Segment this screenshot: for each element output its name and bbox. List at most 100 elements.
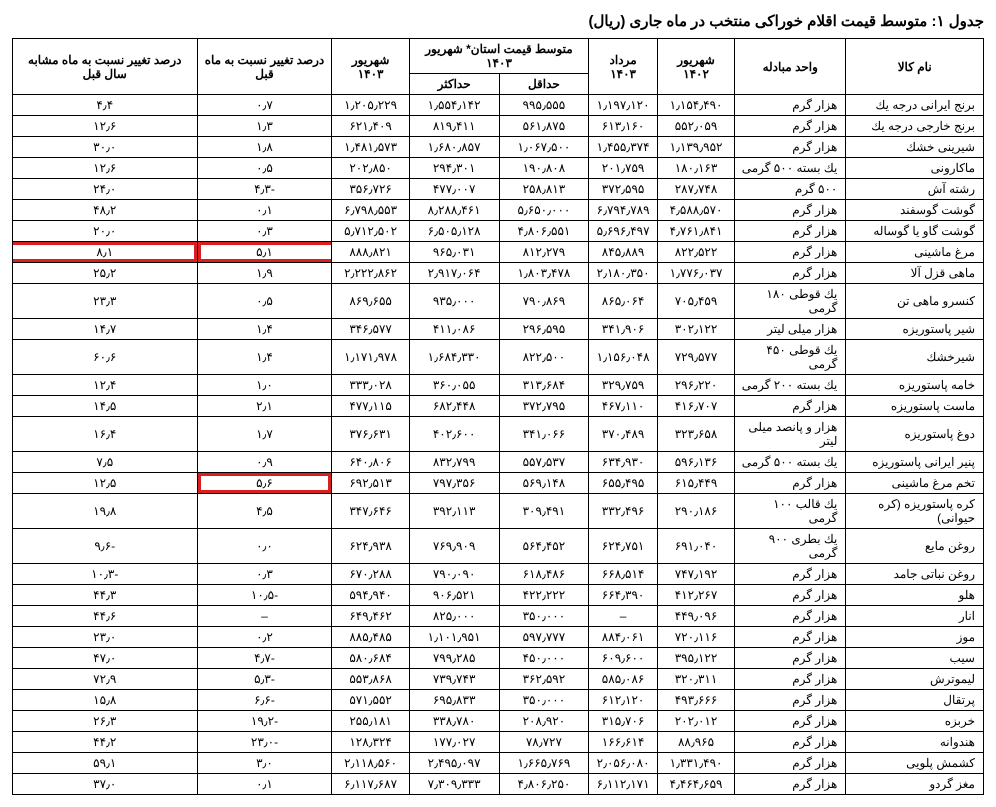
- cell: گوشت گوسفند: [846, 200, 984, 221]
- cell: ۶۶۸٫۵۱۴: [589, 564, 658, 585]
- cell: –: [197, 606, 332, 627]
- cell: ۱٫۱۳۹٫۹۵۲: [657, 137, 734, 158]
- cell: ۸۸۸٫۸۲۱: [332, 242, 409, 263]
- table-row: شيرخشكيك قوطى ۴۵۰ گرمى۷۲۹٫۵۷۷۱٫۱۵۶٫۰۴۸۸۲…: [13, 340, 984, 375]
- cell: ۵٫۶۹۶٫۴۹۷: [589, 221, 658, 242]
- cell: ۴۲۲٫۲۲۲: [499, 585, 589, 606]
- cell: ۶۲۱٫۴۰۹: [332, 116, 409, 137]
- cell: هزار گرم: [735, 116, 846, 137]
- table-row: كنسرو ماهى تنيك قوطى ۱۸۰ گرمى۷۰۵٫۴۵۹۸۶۵٫…: [13, 284, 984, 319]
- col-max: حداکثر: [409, 74, 499, 95]
- cell: ۱٫۴۵۵٫۳۷۴: [589, 137, 658, 158]
- cell: ۴۶۷٫۱۱۰: [589, 396, 658, 417]
- cell: هزار گرم: [735, 564, 846, 585]
- cell: ۵۵۳٫۸۶۸: [332, 669, 409, 690]
- cell: ۳۷٫۰: [13, 774, 198, 795]
- cell: ۴٫۸۰۶٫۲۵۰: [499, 774, 589, 795]
- cell: ۵٫۷۱۲٫۵۰۲: [332, 221, 409, 242]
- cell: ۷۹۷٫۳۵۶: [409, 473, 499, 494]
- cell: ۷۸٫۷۲۷: [499, 732, 589, 753]
- cell: ۳۰۹٫۴۹۱: [499, 494, 589, 529]
- cell: يك بسته ۲۰۰ گرمى: [735, 375, 846, 396]
- cell: تخم مرغ ماشينى: [846, 473, 984, 494]
- cell: ۹۶۵٫۰۳۱: [409, 242, 499, 263]
- cell: ۸۸۵٫۴۸۵: [332, 627, 409, 648]
- cell: -۴٫۳: [197, 179, 332, 200]
- cell: -۱۰٫۵: [197, 585, 332, 606]
- cell: هزار گرم: [735, 200, 846, 221]
- cell: هلو: [846, 585, 984, 606]
- cell: ۴۴٫۶: [13, 606, 198, 627]
- cell: -۱۰٫۳: [13, 564, 198, 585]
- cell: ۱٫۱۷۱٫۹۷۸: [332, 340, 409, 375]
- cell: ۶٫۵۰۵٫۱۲۸: [409, 221, 499, 242]
- cell: ۸۲۲٫۵۰۰: [499, 340, 589, 375]
- cell: -۲۳٫۰: [197, 732, 332, 753]
- cell: ۸٫۲۸۸٫۴۶۱: [409, 200, 499, 221]
- cell: ۱۶۶٫۶۱۴: [589, 732, 658, 753]
- cell: ۱٫۳۳۱٫۴۹۰: [657, 753, 734, 774]
- cell: ۱٫۰: [197, 375, 332, 396]
- cell: ۳۵۶٫۷۲۶: [332, 179, 409, 200]
- cell: ۷٫۳۰۹٫۳۳۳: [409, 774, 499, 795]
- cell: ۳۷۶٫۶۳۱: [332, 417, 409, 452]
- cell: -۴٫۷: [197, 648, 332, 669]
- cell: -۱۹٫۲: [197, 711, 332, 732]
- cell: هزار گرم: [735, 242, 846, 263]
- table-row: پرتقالهزار گرم۴۹۳٫۶۶۶۶۱۲٫۱۲۰۳۵۰٫۰۰۰۶۹۵٫۸…: [13, 690, 984, 711]
- cell: هزار و پانصد ميلى ليتر: [735, 417, 846, 452]
- cell: ۶۹۲٫۵۱۳: [332, 473, 409, 494]
- cell: ۶۲۴٫۹۳۸: [332, 529, 409, 564]
- cell: ۶۰۹٫۶۰۰: [589, 648, 658, 669]
- cell: ۲٫۹۱۷٫۰۶۴: [409, 263, 499, 284]
- cell: ۸۶۹٫۶۵۵: [332, 284, 409, 319]
- cell: ۳۹۵٫۱۲۲: [657, 648, 734, 669]
- cell: ۲٫۰۵۶٫۰۸۰: [589, 753, 658, 774]
- cell: ۱٫۷۷۶٫۰۳۷: [657, 263, 734, 284]
- cell: ۵٫۶۵۰٫۰۰۰: [499, 200, 589, 221]
- cell: ۸۱۹٫۴۱۱: [409, 116, 499, 137]
- cell: ۲۹۶٫۲۲۰: [657, 375, 734, 396]
- cell: ۳۴۶٫۵۷۷: [332, 319, 409, 340]
- cell: ۳۷۰٫۴۸۹: [589, 417, 658, 452]
- cell: ۱۹٫۸: [13, 494, 198, 529]
- cell: ۱۵٫۸: [13, 690, 198, 711]
- cell: شيرخشك: [846, 340, 984, 375]
- cell: ماكارونى: [846, 158, 984, 179]
- cell: ۴۱۲٫۲۶۷: [657, 585, 734, 606]
- cell: ۷۶۹٫۹۰۹: [409, 529, 499, 564]
- cell: ۰٫۰: [197, 529, 332, 564]
- cell: يك قوطى ۴۵۰ گرمى: [735, 340, 846, 375]
- cell: ۹۳۵٫۰۰۰: [409, 284, 499, 319]
- cell: ۰٫۱: [197, 200, 332, 221]
- cell: ۲٫۲۲۲٫۸۶۲: [332, 263, 409, 284]
- cell: -۹٫۶: [13, 529, 198, 564]
- cell: ۱٫۶۸۰٫۸۵۷: [409, 137, 499, 158]
- cell: هزار گرم: [735, 753, 846, 774]
- cell: ۱٫۴۸۱٫۵۷۳: [332, 137, 409, 158]
- cell: ۰٫۷: [197, 95, 332, 116]
- col-pct-prev: درصد تغيير نسبت به ماه قبل: [197, 39, 332, 95]
- cell: ۰٫۲: [197, 627, 332, 648]
- cell: پرتقال: [846, 690, 984, 711]
- cell: ۱۴٫۷: [13, 319, 198, 340]
- cell: ۱۸۰٫۱۶۳: [657, 158, 734, 179]
- cell: ۱٫۳: [197, 116, 332, 137]
- cell: ۳۷۲٫۵۹۵: [589, 179, 658, 200]
- col-name: نام کالا: [846, 39, 984, 95]
- cell: ۶۱۵٫۴۴۹: [657, 473, 734, 494]
- table-row: ماكارونىيك بسته ۵۰۰ گرمى۱۸۰٫۱۶۳۲۰۱٫۷۵۹۱۹…: [13, 158, 984, 179]
- cell: روغن نباتى جامد: [846, 564, 984, 585]
- cell: ۴۴٫۲: [13, 732, 198, 753]
- cell: كنسرو ماهى تن: [846, 284, 984, 319]
- cell: ۲۵۵٫۱۸۱: [332, 711, 409, 732]
- cell: سيب: [846, 648, 984, 669]
- cell: ۲۰۱٫۷۵۹: [589, 158, 658, 179]
- cell: ۱۲٫۵: [13, 473, 198, 494]
- table-row: ليموترشهزار گرم۳۲۰٫۳۱۱۵۸۵٫۰۸۶۳۶۲٫۵۹۲۷۳۹٫…: [13, 669, 984, 690]
- cell: ۵٫۶: [197, 473, 332, 494]
- cell: هزار گرم: [735, 585, 846, 606]
- cell: كره پاستوريزه (كره حيوانى): [846, 494, 984, 529]
- cell: ۱٫۰۶۷٫۵۰۰: [499, 137, 589, 158]
- cell: ۴۱۶٫۷۰۷: [657, 396, 734, 417]
